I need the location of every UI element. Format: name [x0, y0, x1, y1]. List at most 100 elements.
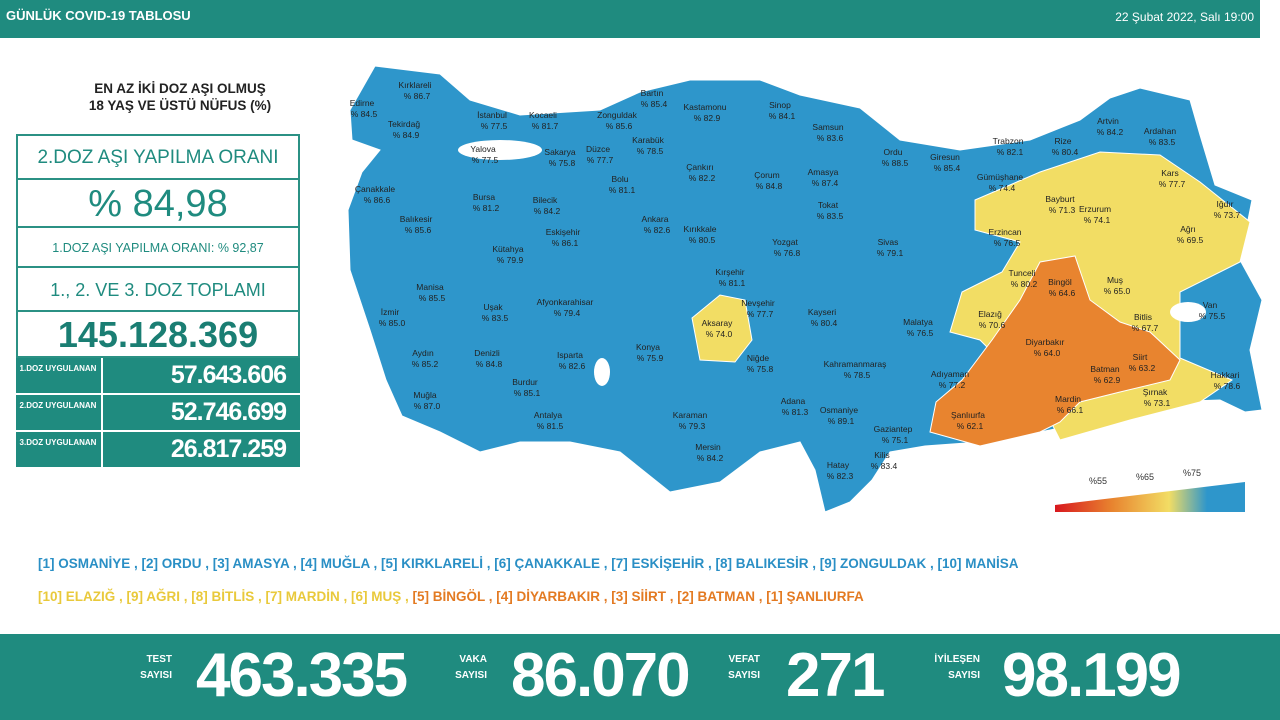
- province-value: % 76.8: [774, 248, 801, 258]
- province-name: Aksaray: [702, 318, 733, 328]
- province-name: Ağrı: [1180, 224, 1196, 234]
- dose-row: 2.DOZ UYGULANAN 52.746.699: [16, 395, 300, 432]
- province-value: % 79.4: [554, 308, 581, 318]
- province-value: % 75.8: [747, 364, 774, 374]
- province-value: % 83.4: [871, 461, 898, 471]
- province-value: % 83.5: [482, 313, 509, 323]
- province-value: % 65.0: [1104, 286, 1131, 296]
- panel-title: EN AZ İKİ DOZ AŞI OLMUŞ 18 YAŞ VE ÜSTÜ N…: [88, 81, 272, 113]
- province-name: Amasya: [808, 167, 839, 177]
- value: % 84,98: [88, 183, 228, 225]
- province-name: Ankara: [642, 214, 669, 224]
- province-value: % 79.3: [679, 421, 706, 431]
- province-value: % 85.6: [405, 225, 432, 235]
- province-value: % 87.0: [414, 401, 441, 411]
- province-name: Kahramanmaraş: [824, 359, 887, 369]
- province-value: % 79.9: [497, 255, 524, 265]
- stats-bar: TEST SAYISI 463.335 VAKA SAYISI 86.070 VEFAT…: [0, 634, 1280, 720]
- province-name: Kırşehir: [715, 267, 744, 277]
- province-name: Mersin: [695, 442, 721, 452]
- province-name: Elazığ: [978, 309, 1002, 319]
- label: 2.DOZ AŞI YAPILMA ORANI: [37, 147, 279, 168]
- province-value: % 75.5: [1199, 311, 1226, 321]
- province-name: Adıyaman: [931, 369, 970, 379]
- stat-value: 86.070: [511, 641, 691, 710]
- province-value: % 85.1: [514, 388, 541, 398]
- dose-row: 3.DOZ UYGULANAN 26.817.259: [16, 432, 300, 469]
- province-name: Burdur: [512, 377, 538, 387]
- province-name: Nevşehir: [741, 298, 775, 308]
- province-name: Düzce: [586, 144, 610, 154]
- province-name: Karaman: [673, 410, 708, 420]
- province-value: % 71.3: [1049, 205, 1076, 215]
- province-value: % 83.5: [817, 211, 844, 221]
- province-value: % 84.9: [393, 130, 420, 140]
- stat-value: 463.335: [196, 641, 408, 710]
- stat-value: 98.199: [1002, 641, 1182, 710]
- province-value: % 78.6: [1214, 381, 1241, 391]
- dose-row: 1.DOZ UYGULANAN 57.643.606: [16, 358, 300, 395]
- province-value: % 85.4: [934, 163, 961, 173]
- province-name: Ordu: [884, 147, 903, 157]
- province-name: Gümüşhane: [977, 172, 1024, 182]
- province-name: Karabük: [632, 135, 664, 145]
- province-name: Iğdır: [1216, 199, 1233, 209]
- province-value: % 80.2: [1011, 279, 1038, 289]
- province-value: % 80.4: [1052, 147, 1079, 157]
- province-value: % 76.5: [907, 328, 934, 338]
- province-value: % 82.1: [997, 147, 1024, 157]
- ranking-yellow: [10] ELAZIĞ , [9] AĞRI , [8] BİTLİS , [7…: [38, 589, 409, 604]
- province-value: % 84.8: [756, 181, 783, 191]
- province-name: Balıkesir: [400, 214, 433, 224]
- province-value: % 64.0: [1034, 348, 1061, 358]
- orange-region: [929, 255, 1181, 447]
- province-name: Edirne: [350, 98, 375, 108]
- province-name: Adana: [781, 396, 806, 406]
- province-value: % 70.6: [979, 320, 1006, 330]
- province-value: % 84.5: [351, 109, 378, 119]
- province-name: Mardin: [1055, 394, 1081, 404]
- province-value: % 86.1: [552, 238, 579, 248]
- province-value: % 80.5: [689, 235, 716, 245]
- province-name: Malatya: [903, 317, 933, 327]
- province-name: Çorum: [754, 170, 780, 180]
- province-value: % 85.4: [641, 99, 668, 109]
- province-name: Artvin: [1097, 116, 1119, 126]
- province-value: % 77.5: [472, 155, 499, 165]
- province-name: Yozgat: [772, 237, 798, 247]
- province-value: % 75.1: [882, 435, 909, 445]
- aksaray-shape: [691, 294, 753, 363]
- province-name: Denizli: [474, 348, 500, 358]
- province-value: % 77.2: [939, 380, 966, 390]
- province-name: Erzincan: [988, 227, 1021, 237]
- province-name: İzmir: [381, 307, 400, 317]
- province-value: % 78.5: [637, 146, 664, 156]
- legend-label: %65: [1136, 472, 1154, 482]
- province-name: Giresun: [930, 152, 960, 162]
- lake-van: [1170, 302, 1206, 322]
- province-name: Muş: [1107, 275, 1123, 285]
- province-name: Kayseri: [808, 307, 836, 317]
- province-name: Uşak: [483, 302, 503, 312]
- header: GÜNLÜK COVID-19 TABLOSU 22 Şubat 2022, S…: [0, 0, 1260, 38]
- stat-value: 271: [786, 641, 885, 710]
- province-name: Sinop: [769, 100, 791, 110]
- legend-bar: [1055, 482, 1245, 512]
- province-value: % 88.5: [882, 158, 909, 168]
- province-value: % 82.6: [559, 361, 586, 371]
- province-value: % 84.8: [476, 359, 503, 369]
- province-name: Rize: [1054, 136, 1071, 146]
- row-label: 3.DOZ UYGULANAN: [19, 438, 97, 447]
- province-name: Osmaniye: [820, 405, 859, 415]
- province-value: % 85.2: [412, 359, 439, 369]
- stat-label: VEFAT SAYISI: [728, 654, 760, 681]
- header-date: 22 Şubat 2022, Salı 19:00: [1115, 10, 1254, 24]
- province-name: Yalova: [470, 144, 496, 154]
- province-name: Konya: [636, 342, 660, 352]
- province-value: % 77.5: [481, 121, 508, 131]
- legend-label: %75: [1183, 468, 1201, 478]
- province-value: % 85.5: [419, 293, 446, 303]
- province-value: % 77.7: [747, 309, 774, 319]
- province-name: Niğde: [747, 353, 769, 363]
- province-name: Tunceli: [1008, 268, 1035, 278]
